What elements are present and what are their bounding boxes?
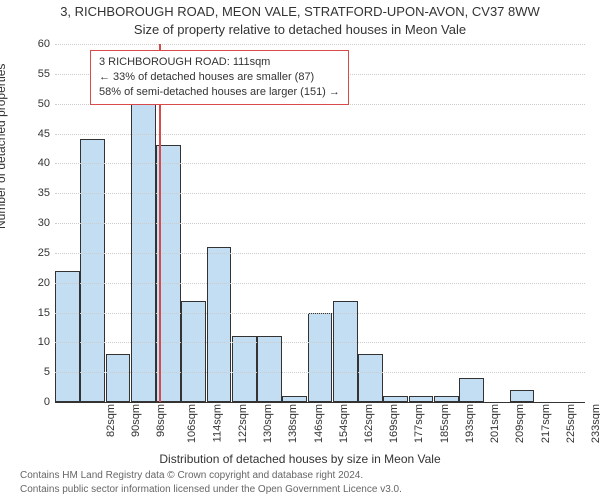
bar [207,247,232,402]
x-tick-label: 130sqm [262,404,274,443]
x-tick-label: 169sqm [388,404,400,443]
gridline [55,193,585,194]
annotation-line1: 3 RICHBOROUGH ROAD: 111sqm [99,55,340,70]
bar [181,301,206,402]
footer-licence: Contains public sector information licen… [20,484,402,495]
x-tick-label: 90sqm [130,404,142,437]
y-tick-label: 5 [10,366,50,378]
x-tick-label: 146sqm [313,404,325,443]
x-tick-label: 162sqm [363,404,375,443]
x-tick-label: 225sqm [565,404,577,443]
property-size-chart: 3, RICHBOROUGH ROAD, MEON VALE, STRATFOR… [0,0,600,500]
chart-title-address: 3, RICHBOROUGH ROAD, MEON VALE, STRATFOR… [0,4,600,19]
x-tick-label: 193sqm [464,404,476,443]
x-tick-label: 106sqm [186,404,198,443]
x-tick-label: 185sqm [439,404,451,443]
y-axis-label: Number of detached properties [0,64,8,229]
gridline [55,44,585,45]
y-tick-label: 50 [10,98,50,110]
bar [308,313,333,403]
bar [232,336,257,402]
chart-title-subtitle: Size of property relative to detached ho… [0,22,600,37]
x-tick-label: 122sqm [237,404,249,443]
bar [358,354,383,402]
bar [80,139,105,402]
bar [55,271,80,402]
annotation-line3: 58% of semi-detached houses are larger (… [99,85,340,100]
y-tick-label: 45 [10,128,50,140]
x-tick-label: 98sqm [155,404,167,437]
x-tick-label: 177sqm [414,404,426,443]
x-tick-label: 201sqm [489,404,501,443]
bar [459,378,484,402]
bar [106,354,131,402]
y-tick-label: 60 [10,38,50,50]
gridline [55,313,585,314]
x-tick-label: 233sqm [590,404,600,443]
y-tick-label: 35 [10,187,50,199]
y-tick-label: 55 [10,68,50,80]
footer-copyright: Contains HM Land Registry data © Crown c… [20,470,363,481]
bar [282,396,307,402]
bar [409,396,434,402]
x-tick-label: 154sqm [338,404,350,443]
y-tick-label: 20 [10,277,50,289]
gridline [55,134,585,135]
bar [383,396,408,402]
y-tick-label: 0 [10,396,50,408]
x-tick-label: 138sqm [287,404,299,443]
annotation-line2: ← 33% of detached houses are smaller (87… [99,70,340,85]
bar [434,396,459,402]
gridline [55,283,585,284]
x-tick-label: 217sqm [540,404,552,443]
x-tick-label: 209sqm [515,404,527,443]
bar [333,301,358,402]
gridline [55,253,585,254]
bar [510,390,535,402]
gridline [55,223,585,224]
y-tick-label: 10 [10,336,50,348]
gridline [55,372,585,373]
bar [257,336,282,402]
x-axis-label: Distribution of detached houses by size … [0,452,600,466]
y-tick-label: 30 [10,217,50,229]
x-tick-label: 82sqm [105,404,117,437]
bar [131,74,156,402]
gridline [55,342,585,343]
y-tick-label: 25 [10,247,50,259]
x-tick-label: 114sqm [211,404,223,442]
annotation-box: 3 RICHBOROUGH ROAD: 111sqm ← 33% of deta… [90,50,349,105]
gridline [55,163,585,164]
y-tick-label: 15 [10,307,50,319]
y-tick-label: 40 [10,157,50,169]
